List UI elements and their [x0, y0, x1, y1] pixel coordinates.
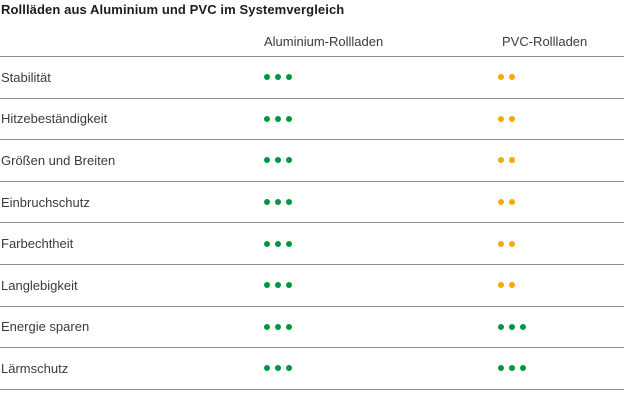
rating-dot-amber: [509, 74, 515, 81]
table-row: Farbechtheit: [0, 222, 624, 264]
row-label: Langlebigkeit: [1, 277, 78, 293]
rating-dot-green: [275, 365, 281, 372]
row-label: Hitzebeständigkeit: [1, 111, 108, 127]
page-title: Rollläden aus Aluminium und PVC im Syste…: [1, 2, 345, 17]
rating-dot-green: [286, 240, 292, 247]
pvc-rating: [498, 323, 624, 330]
rating-dot-green: [520, 323, 526, 330]
pvc-rating: [498, 115, 624, 122]
row-label: Stabilität: [1, 69, 51, 85]
rating-dot-green: [286, 115, 292, 122]
rating-dot-amber: [498, 157, 504, 164]
table-row: Stabilität: [0, 56, 624, 98]
pvc-rating: [498, 240, 624, 247]
aluminium-rating: [264, 365, 498, 372]
rating-dot-green: [264, 282, 270, 289]
table-row: Größen und Breiten: [0, 139, 624, 181]
aluminium-rating: [264, 282, 498, 289]
rating-dot-green: [286, 323, 292, 330]
pvc-rating: [498, 74, 624, 81]
aluminium-rating: [264, 157, 498, 164]
rating-dot-amber: [498, 282, 504, 289]
rating-dot-amber: [498, 240, 504, 247]
rating-dot-green: [286, 365, 292, 372]
rating-dot-amber: [509, 240, 515, 247]
pvc-rating: [498, 282, 624, 289]
rating-dot-green: [264, 323, 270, 330]
rating-dot-amber: [509, 115, 515, 122]
table-row: Einbruchschutz: [0, 180, 624, 223]
rating-dot-green: [509, 365, 515, 372]
rating-dot-green: [264, 157, 270, 164]
row-label: Einbruchschutz: [1, 194, 90, 210]
rating-dot-green: [275, 282, 281, 289]
table-row: Energie sparen: [0, 305, 624, 348]
rating-dot-green: [275, 323, 281, 330]
pvc-rating: [498, 157, 624, 164]
aluminium-rating: [264, 323, 498, 330]
rating-dot-green: [275, 199, 281, 206]
column-header-aluminium: Aluminium-Rollladen: [264, 34, 384, 49]
column-header-pvc: PVC-Rollladen: [502, 34, 588, 49]
rating-dot-green: [275, 240, 281, 247]
rating-dot-amber: [509, 157, 515, 164]
rating-dot-amber: [498, 199, 504, 206]
rating-dot-green: [264, 115, 270, 122]
aluminium-rating: [264, 199, 498, 206]
row-label: Lärmschutz: [1, 360, 69, 376]
rating-dot-green: [286, 282, 292, 289]
pvc-rating: [498, 365, 624, 372]
aluminium-rating: [264, 115, 498, 122]
rating-dot-green: [264, 74, 270, 81]
table-row: Lärmschutz: [0, 347, 624, 389]
rating-dot-amber: [498, 115, 504, 122]
row-label: Energie sparen: [1, 319, 90, 335]
rating-dot-green: [286, 199, 292, 206]
table-body: Stabilität Hitzebeständigkeit Größen und…: [0, 56, 624, 390]
table-row: Langlebigkeit: [0, 263, 624, 306]
rating-dot-amber: [509, 199, 515, 206]
rating-dot-green: [286, 74, 292, 81]
rating-dot-green: [264, 240, 270, 247]
rating-dot-green: [275, 115, 281, 122]
row-label: Farbechtheit: [1, 236, 74, 252]
rating-dot-amber: [498, 74, 504, 81]
aluminium-rating: [264, 240, 498, 247]
rating-dot-green: [275, 74, 281, 81]
rating-dot-green: [275, 157, 281, 164]
table-row: Hitzebeständigkeit: [0, 97, 624, 140]
rating-dot-green: [286, 157, 292, 164]
rating-dot-green: [498, 365, 504, 372]
rating-dot-green: [264, 365, 270, 372]
aluminium-rating: [264, 74, 498, 81]
rating-dot-amber: [509, 282, 515, 289]
table-header-row: Aluminium-Rollladen PVC-Rollladen: [0, 18, 624, 56]
pvc-rating: [498, 199, 624, 206]
rating-dot-green: [264, 199, 270, 206]
row-label: Größen und Breiten: [1, 152, 116, 168]
rating-dot-green: [498, 323, 504, 330]
rating-dot-green: [520, 365, 526, 372]
rating-dot-green: [509, 323, 515, 330]
